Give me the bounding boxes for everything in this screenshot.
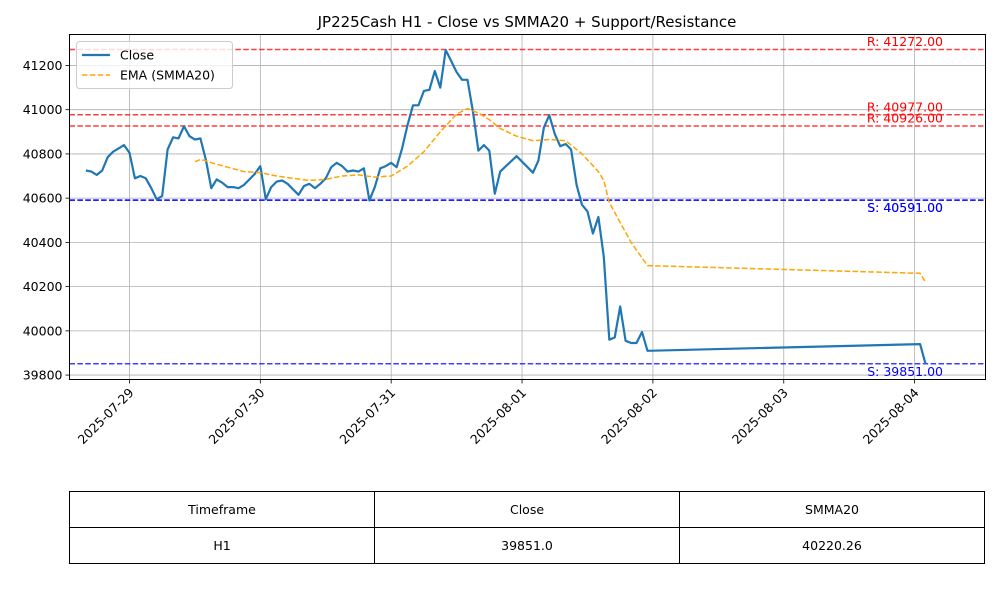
y-tick-label: 41200 <box>23 58 63 73</box>
support-label: S: 39851.00 <box>867 364 943 379</box>
table-cell-smma20: 40220.26 <box>679 527 985 564</box>
x-tick-label: 2025-07-29 <box>75 385 137 447</box>
x-tick-label: 2025-07-31 <box>336 385 398 447</box>
y-tick-label: 39800 <box>23 368 63 383</box>
y-tick-label: 40200 <box>23 279 63 294</box>
close-series-line <box>85 48 927 365</box>
support-label: S: 40591.00 <box>867 200 943 215</box>
chart-title: JP225Cash H1 - Close vs SMMA20 + Support… <box>317 13 737 31</box>
x-tick-label: 2025-08-01 <box>467 385 529 447</box>
y-tick-label: 40800 <box>23 146 63 161</box>
summary-table: Timeframe Close SMMA20 H1 39851.0 40220.… <box>69 491 985 564</box>
y-tick-label: 40400 <box>23 235 63 250</box>
table-cell-close: 39851.0 <box>374 527 680 564</box>
x-tick-label: 2025-08-02 <box>598 385 660 447</box>
support-label: S: 40591.00 <box>867 200 943 215</box>
x-tick-label: 2025-07-30 <box>205 385 267 447</box>
legend-box <box>76 41 233 89</box>
resistance-label: R: 40926.00 <box>867 111 943 126</box>
table-header-smma20: SMMA20 <box>679 491 985 528</box>
table-header-close: Close <box>374 491 680 528</box>
level-labels-layer: R: 41272.00 R: 40977.00R: 40926.00 S: 4059… <box>867 34 943 379</box>
grid-layer <box>69 34 986 380</box>
y-tick-label: 41000 <box>23 102 63 117</box>
table-row: H1 39851.0 40220.26 <box>69 527 985 564</box>
table-header-row: Timeframe Close SMMA20 <box>69 491 985 528</box>
ticks-layer: 39800 40000 40200 40400 40600 40800 41000 41200… <box>23 58 922 447</box>
smma20-series-line <box>194 107 927 283</box>
table-header-timeframe: Timeframe <box>69 491 375 528</box>
legend: Close EMA (SMMA20) <box>76 41 233 89</box>
series-layer <box>85 48 927 365</box>
y-tick-label: 40000 <box>23 323 63 338</box>
x-tick-label: 2025-08-04 <box>860 385 922 447</box>
x-tick-label: 2025-08-03 <box>729 385 791 447</box>
legend-close-label: Close <box>120 48 154 63</box>
legend-smma20-label: EMA (SMMA20) <box>120 68 215 83</box>
levels-layer <box>69 48 986 365</box>
y-tick-label: 40600 <box>23 191 63 206</box>
plot-frame <box>69 34 986 380</box>
resistance-label: R: 40977.00 <box>867 99 943 114</box>
table-cell-timeframe: H1 <box>69 527 375 564</box>
resistance-label: R: 41272.00 <box>867 34 943 49</box>
